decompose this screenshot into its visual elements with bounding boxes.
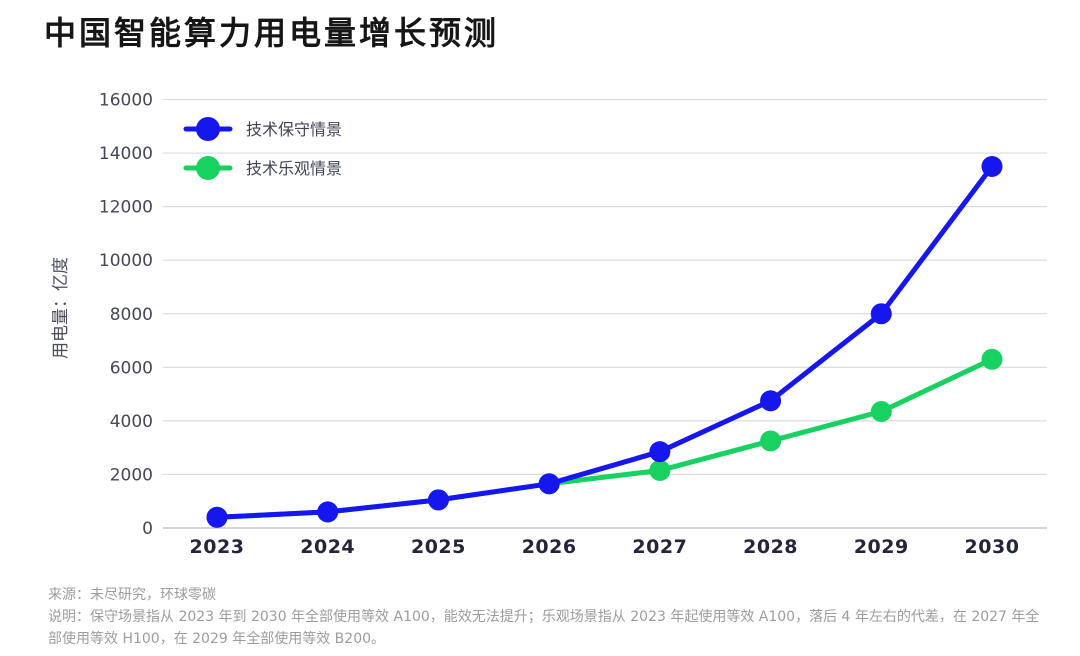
data-point — [206, 506, 228, 528]
x-tick-label: 2025 — [411, 536, 466, 558]
y-axis-tick-labels: 0 2000 4000 6000 8000 10000 12000 14000 16000 — [99, 91, 153, 540]
x-tick-label: 2027 — [632, 536, 687, 558]
data-point — [981, 348, 1003, 370]
x-axis-tick-labels: 2023 2024 2025 2026 2027 2028 2029 2030 — [190, 536, 1020, 558]
x-tick-label: 2023 — [190, 536, 245, 558]
legend-item-conservative: 技术保守情景 — [183, 117, 342, 141]
x-tick-label: 2029 — [854, 536, 909, 558]
series-line — [214, 356, 995, 520]
data-point — [760, 390, 782, 412]
data-point — [981, 155, 1003, 177]
series-技术乐观情景 — [206, 348, 1003, 528]
y-tick-label: 14000 — [99, 144, 153, 164]
legend-item-optimistic: 技术乐观情景 — [183, 156, 342, 180]
data-point — [870, 401, 892, 423]
legend-label: 技术保守情景 — [246, 120, 342, 139]
x-tick-label: 2024 — [300, 536, 355, 558]
data-point — [870, 303, 892, 325]
footnotes: 来源：未尽研究，环球零碳 说明：保守场景指从 2023 年到 2030 年全部使… — [48, 584, 1052, 650]
y-tick-label: 16000 — [99, 91, 153, 111]
source-note: 来源：未尽研究，环球零碳 — [48, 587, 216, 603]
series-技术保守情景 — [206, 155, 1003, 528]
y-tick-label: 0 — [142, 519, 153, 539]
y-tick-label: 6000 — [110, 358, 153, 378]
x-tick-label: 2026 — [522, 536, 577, 558]
chart-title: 中国智能算力用电量增长预测 — [44, 14, 500, 52]
y-tick-label: 10000 — [99, 251, 153, 271]
data-point — [427, 489, 449, 511]
y-tick-label: 2000 — [110, 465, 153, 485]
data-point — [649, 459, 671, 481]
legend-marker-dot — [196, 156, 220, 180]
data-point — [538, 473, 560, 495]
data-point — [649, 441, 671, 463]
series-layer — [206, 155, 1003, 528]
legend-marker-dot — [196, 117, 220, 141]
explanation-note: 说明：保守场景指从 2023 年到 2030 年全部使用等效 A100，能效无法… — [48, 609, 1040, 647]
gridlines — [163, 98, 1047, 529]
y-tick-label: 8000 — [110, 305, 153, 325]
legend-label: 技术乐观情景 — [246, 159, 342, 178]
line-chart: 0 2000 4000 6000 8000 10000 12000 14000 16000 用电… — [51, 91, 1047, 558]
data-point — [760, 430, 782, 452]
x-tick-label: 2028 — [743, 536, 798, 558]
series-line — [214, 163, 995, 520]
y-tick-label: 12000 — [99, 198, 153, 218]
data-point — [317, 501, 339, 523]
y-tick-label: 4000 — [110, 412, 153, 432]
y-axis-title: 用电量：亿度 — [51, 257, 71, 359]
x-tick-label: 2030 — [965, 536, 1020, 558]
